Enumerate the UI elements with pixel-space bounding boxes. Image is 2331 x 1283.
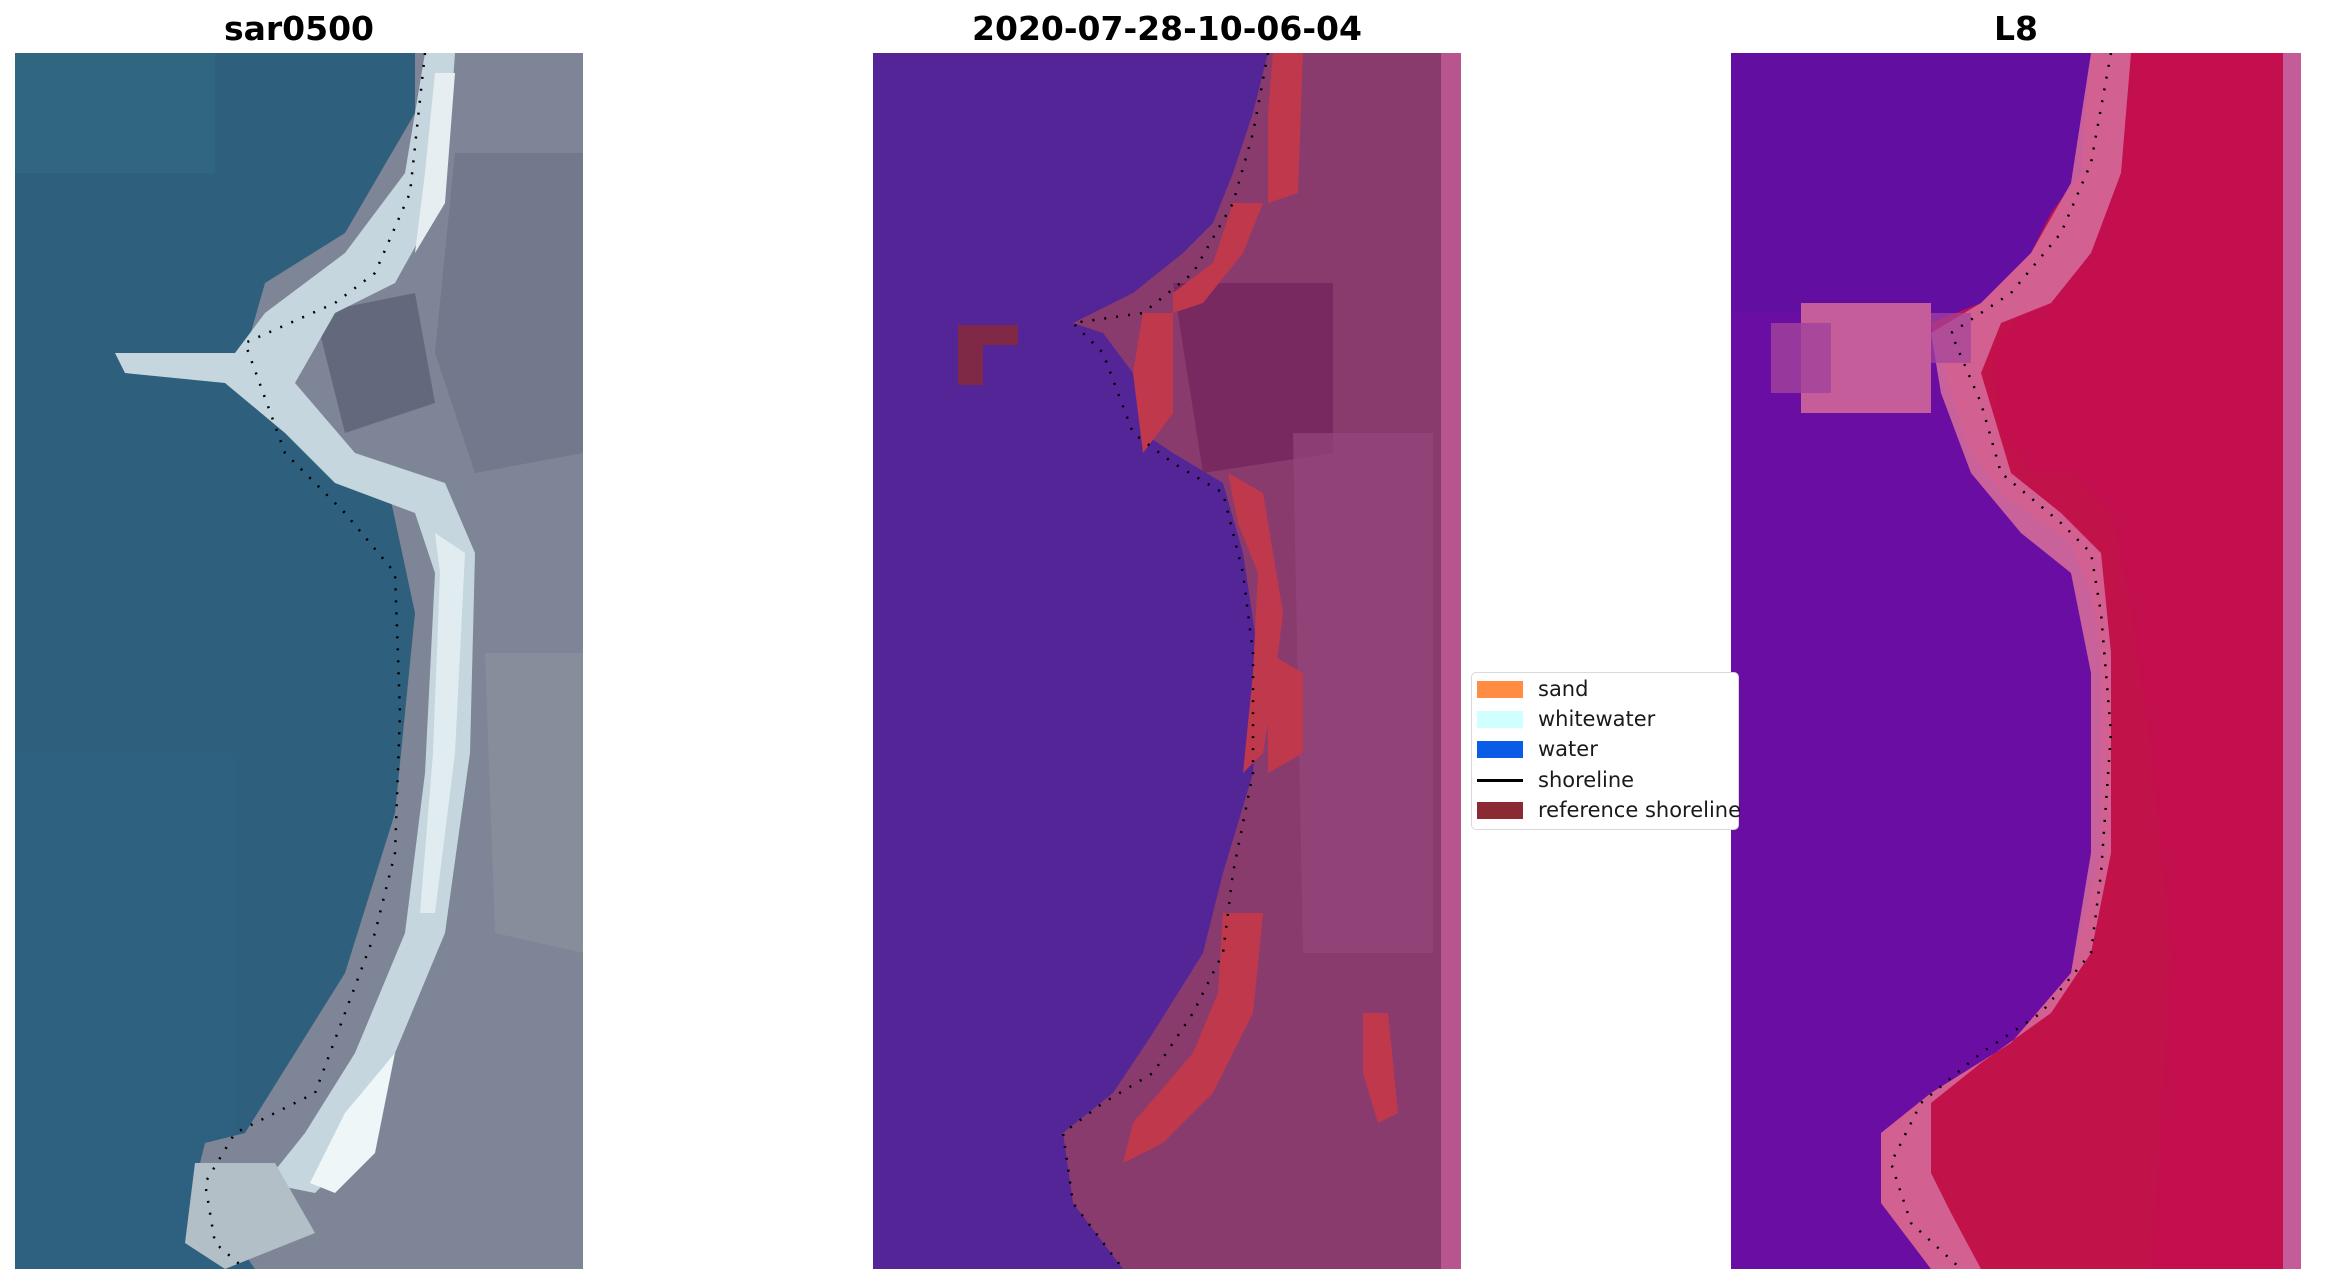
panel-title-rgb: sar0500 [223,9,375,48]
legend-label-reference-shoreline: reference shoreline [1538,798,1742,822]
legend-item-reference-shoreline: reference shoreline [1472,794,1741,822]
legend-label-whitewater: whitewater [1538,707,1656,731]
classified-image-overlay [873,53,1461,1269]
panel-title-mndwi: L8 [1994,9,2038,48]
legend-label-sand: sand [1538,677,1589,701]
rgb-satellite-image [15,53,583,1269]
legend-swatch-water [1477,741,1523,758]
legend-label-shoreline: shoreline [1538,768,1635,792]
legend-item-water: water [1472,733,1738,761]
legend-line-shoreline [1477,779,1523,782]
mndwi-image [1731,53,2301,1269]
legend-item-sand: sand [1472,673,1738,701]
legend-item-shoreline: shoreline [1472,764,1738,792]
legend-item-whitewater: whitewater [1472,703,1738,731]
legend-swatch-reference-shoreline [1477,802,1523,819]
legend-swatch-whitewater [1477,711,1523,728]
legend: sand whitewater water shoreline referenc… [1471,672,1741,830]
legend-swatch-sand [1477,681,1523,698]
legend-label-water: water [1538,737,1598,761]
panel-title-classified: 2020-07-28-10-06-04 [972,9,1362,48]
